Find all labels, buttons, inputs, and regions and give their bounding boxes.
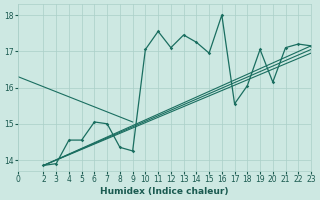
X-axis label: Humidex (Indice chaleur): Humidex (Indice chaleur) xyxy=(100,187,229,196)
